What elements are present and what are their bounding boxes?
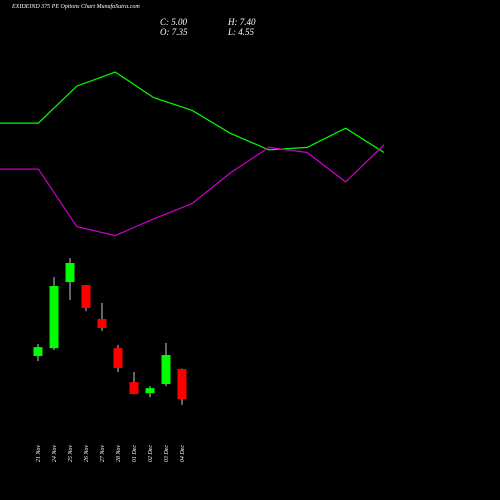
x-tick-label: 26 Nov — [84, 445, 90, 463]
indicator-line — [0, 144, 385, 237]
x-tick-label: 04 Dec — [179, 445, 186, 462]
high-label: H: 7.40 — [227, 17, 256, 27]
x-tick-label: 24 Nov — [51, 445, 58, 463]
indicator-line — [0, 71, 385, 154]
x-tick-label: 02 Dec — [148, 445, 154, 462]
candle-body — [129, 382, 139, 395]
candle-body — [81, 285, 91, 309]
candle-body — [145, 388, 155, 394]
candle-body — [65, 263, 75, 283]
candle-body — [49, 286, 59, 349]
x-tick-label: 27 Nov — [100, 445, 106, 463]
x-tick-label: 21 Nov — [36, 445, 42, 463]
low-label: L: 4.55 — [227, 27, 255, 37]
close-label: C: 5.00 — [160, 17, 188, 27]
candle-body — [161, 355, 171, 385]
x-tick-label: 28 Nov — [116, 445, 122, 463]
x-tick-label: 25 Nov — [68, 445, 74, 463]
candle-body — [113, 348, 123, 369]
x-tick-label: 01 Dec — [132, 445, 138, 462]
x-tick-label: 03 Dec — [164, 445, 170, 462]
candle-body — [97, 318, 107, 329]
open-label: O: 7.35 — [160, 27, 188, 37]
candle-body — [33, 347, 43, 357]
candle-body — [177, 369, 187, 400]
chart-title: EXIDEIND 375 PE Options Chart MunafaSutr… — [11, 3, 140, 10]
